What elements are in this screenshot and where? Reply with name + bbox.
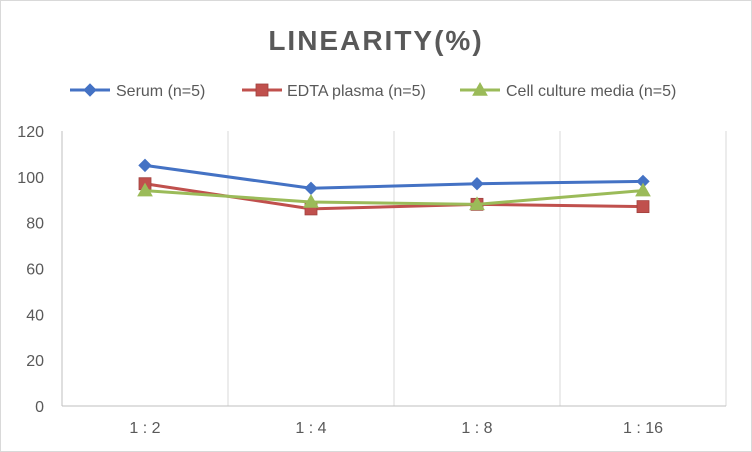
y-tick-label: 20 [26, 353, 44, 370]
legend-label: Serum (n=5) [116, 83, 205, 100]
legend-label: Cell culture media (n=5) [506, 83, 676, 100]
series-cell-culture-media-n-5 [137, 182, 651, 211]
y-tick-label: 0 [35, 399, 44, 416]
y-tick-label: 100 [17, 170, 44, 187]
legend-marker [472, 81, 488, 96]
series-serum-n-5 [138, 158, 650, 195]
y-tick-label: 80 [26, 216, 44, 233]
grid [227, 131, 727, 406]
legend-marker [255, 83, 269, 97]
data-point-cell-culture-media-n-5 [137, 182, 153, 197]
y-tick-label: 60 [26, 262, 44, 279]
data-point-serum-n-5 [138, 158, 152, 173]
y-tick-label: 120 [17, 124, 44, 141]
series-line-serum-n-5 [144, 163, 644, 190]
data-point-serum-n-5 [304, 181, 318, 195]
axes: 0 20 40 60 80 100 120 1 : 2 1 : 4 1 : 8 1 : 16 [17, 124, 726, 437]
legend-marker [83, 83, 97, 97]
legend-label: EDTA plasma (n=5) [287, 83, 426, 100]
data-point-cell-culture-media-n-5 [469, 196, 485, 211]
series-group [137, 158, 651, 216]
x-tick-label: 1 : 2 [129, 420, 160, 437]
legend-item-cell-culture-media-n-5: Cell culture media (n=5) [460, 81, 676, 100]
data-point-serum-n-5 [470, 177, 484, 191]
data-point-cell-culture-media-n-5 [635, 182, 651, 197]
legend-item-serum-n-5: Serum (n=5) [70, 83, 205, 100]
y-tick-label: 40 [26, 307, 44, 324]
data-point-cell-culture-media-n-5 [303, 194, 319, 208]
x-tick-label: 1 : 8 [461, 420, 492, 437]
legend: Serum (n=5) EDTA plasma (n=5) Cell culture… [70, 81, 676, 100]
legend-item-edta-plasma-n-5: EDTA plasma (n=5) [242, 83, 426, 100]
series-line-cell-culture-media-n-5 [144, 189, 644, 206]
x-tick-label: 1 : 4 [295, 420, 326, 437]
chart-title: LINEARITY(%) [268, 25, 483, 56]
data-point-edta-plasma-n-5 [636, 200, 650, 214]
x-tick-label: 1 : 16 [623, 420, 663, 437]
